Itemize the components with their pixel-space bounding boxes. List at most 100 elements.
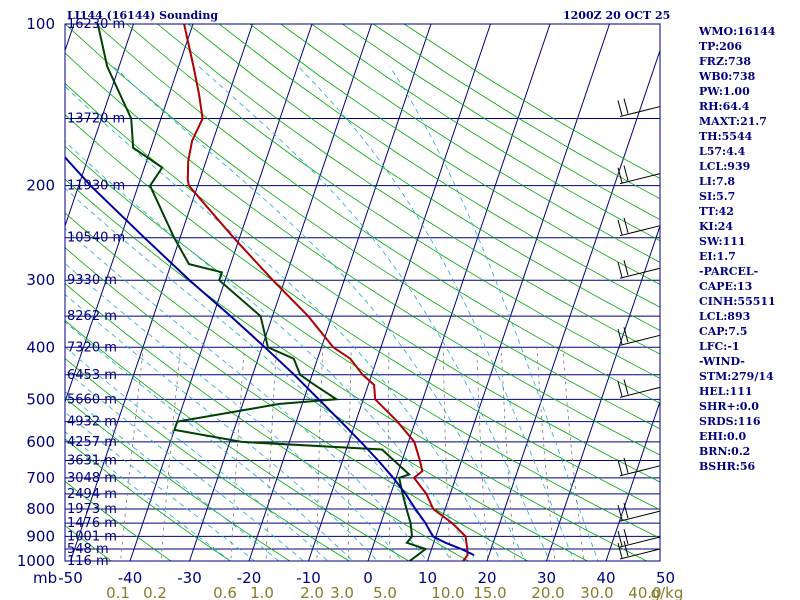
height-label: 3048 m [67, 471, 117, 486]
wind-barb-850 [617, 502, 661, 522]
dry-adiabat-380 [95, 24, 660, 404]
mixing-ratio-line-10 [442, 347, 451, 561]
pressure-label-700: 700 [26, 469, 55, 487]
wind-barb-flag [623, 98, 629, 114]
index-item: LFC:-1 [699, 340, 740, 353]
dry-adiabat-280 [65, 319, 410, 561]
dry-adiabat-390 [126, 24, 660, 379]
wind-barb-staff [619, 267, 661, 279]
moist-adiabat-36 [297, 66, 575, 561]
mixing-ratio-label: 15.0 [473, 584, 506, 600]
height-label: 10540 m [67, 231, 125, 246]
parcel-trace [65, 155, 475, 557]
wind-barb-500 [617, 379, 661, 398]
dry-adiabat-320 [65, 178, 648, 561]
mixing-ratio-label: 5.0 [373, 584, 397, 600]
isotherm-30 [546, 224, 660, 561]
height-label: 3631 m [67, 454, 117, 469]
temperature-tick-label: -10 [296, 569, 321, 587]
wind-barb-staff [619, 106, 661, 118]
height-label: 4257 m [67, 435, 117, 450]
wind-barb-staff [619, 386, 661, 398]
wind-barb-flag [623, 502, 629, 519]
wind-barb-flag [617, 329, 623, 345]
pressure-label-400: 400 [26, 338, 55, 356]
moist-adiabat-12 [65, 228, 428, 561]
dry-adiabat-250 [65, 438, 232, 561]
mixing-ratio-label: 40.0 [628, 584, 661, 600]
wind-barb-flag [617, 504, 623, 521]
wind-barb-flag [623, 217, 629, 233]
mixing-ratio-line-20 [500, 347, 516, 561]
dry-adiabat-440 [280, 24, 660, 263]
index-item: SHR+:0.0 [699, 400, 759, 413]
wind-barb-staff [619, 510, 661, 522]
height-label: 1001 m [67, 529, 117, 544]
index-item: BRN:0.2 [699, 445, 751, 458]
chart-title-left: LI144 (16144) Sounding [67, 9, 218, 22]
isotherm--70 [65, 24, 134, 228]
wind-barb-staff [619, 536, 661, 548]
index-item: -PARCEL- [699, 265, 759, 278]
wind-barb-flag [623, 457, 629, 473]
mixing-ratio-label: 0.2 [143, 584, 167, 600]
height-label: 6453 m [67, 368, 117, 383]
index-item: L57:4.4 [699, 145, 746, 158]
mixing-ratio-label: 1.0 [250, 584, 274, 600]
dry-adiabat-360 [65, 52, 660, 456]
dry-adiabat-410 [188, 24, 660, 331]
wind-barb-flag [623, 379, 629, 395]
index-item: -WIND- [699, 355, 745, 368]
wind-barb-flag [617, 530, 623, 547]
mixing-ratio-line-0.1 [120, 347, 144, 561]
pressure-label-200: 200 [26, 177, 55, 195]
wind-barb-300 [617, 260, 661, 279]
index-item: LCL:939 [699, 160, 751, 173]
pressure-label-300: 300 [26, 271, 55, 289]
height-label: 7320 m [67, 340, 117, 355]
wind-barb-flag [617, 381, 623, 397]
pressure-label-600: 600 [26, 433, 55, 451]
wind-barb-staff [619, 225, 661, 237]
pressure-label-500: 500 [26, 390, 55, 408]
index-item: SRDS:116 [699, 415, 761, 428]
dry-adiabat-340 [65, 114, 660, 511]
index-item: PW:1.00 [699, 85, 750, 98]
temperature-tick-label: -50 [58, 569, 83, 587]
index-item: EI:1.7 [699, 250, 736, 263]
mixing-ratio-line-3 [347, 347, 352, 561]
moist-adiabat--12 [65, 391, 280, 561]
isotherm-20 [486, 48, 660, 561]
wind-barb-1000 [617, 540, 661, 560]
mixing-ratio-label: 10.0 [431, 584, 464, 600]
isotherm-0 [367, 24, 551, 561]
pressure-label-100: 100 [26, 15, 55, 33]
wind-barb-flag [623, 540, 629, 557]
pressure-label-1000: 1000 [17, 552, 55, 570]
temperature-tick-label: 10 [418, 569, 437, 587]
index-item: LI:7.8 [699, 175, 736, 188]
wind-barb-flag [623, 260, 629, 276]
wind-barbs [617, 98, 661, 560]
mixing-ratio-label: 20.0 [531, 584, 564, 600]
moist-adiabat-16 [65, 187, 453, 561]
moist-adiabat-lines [65, 66, 599, 561]
wind-barb-700 [617, 457, 661, 477]
temperature-tick-label: 50 [656, 569, 675, 587]
height-label: 16230 m [67, 17, 125, 32]
index-item: BSHR:56 [699, 460, 756, 473]
index-item: TT:42 [699, 205, 734, 218]
dry-adiabat-350 [65, 82, 660, 483]
mixing-ratio-label: 0.1 [106, 584, 130, 600]
isotherm-10 [427, 24, 610, 561]
index-item: SW:111 [699, 235, 746, 248]
moist-adiabat-4 [65, 293, 378, 561]
dry-adiabat-240 [65, 480, 172, 561]
moist-adiabat-40 [389, 66, 599, 561]
mixing-ratio-line-0.6 [230, 347, 245, 561]
dry-adiabat-230 [65, 524, 112, 561]
index-item: CINH:55511 [699, 295, 776, 308]
height-label: 5660 m [67, 392, 117, 407]
